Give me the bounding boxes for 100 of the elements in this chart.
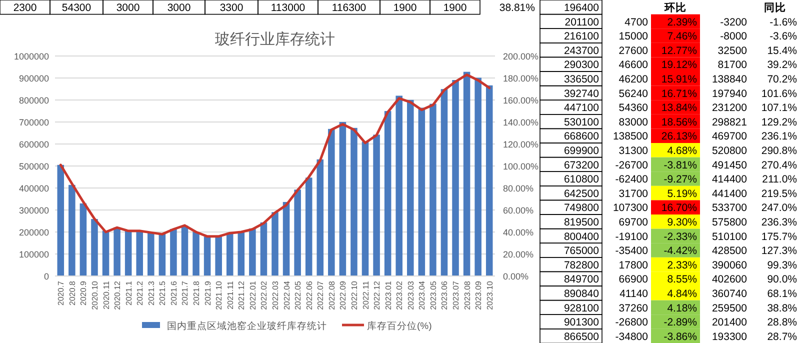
text: 219.5% bbox=[761, 188, 797, 200]
y-tick-label: 200000 bbox=[18, 228, 49, 238]
bar bbox=[384, 111, 392, 276]
bar bbox=[249, 228, 256, 276]
text: 1900 bbox=[443, 2, 467, 14]
x-tick-label: 2021.9 bbox=[203, 280, 212, 306]
text: 201400 bbox=[712, 316, 748, 329]
text: 3000 bbox=[116, 2, 140, 14]
bar bbox=[114, 227, 120, 276]
text: 138840 bbox=[712, 74, 748, 86]
text: -19100 bbox=[615, 230, 648, 243]
text: -4.42% bbox=[664, 245, 697, 258]
text: 99.3% bbox=[767, 259, 797, 272]
text: 7.46% bbox=[667, 30, 697, 43]
y-tick-label: 1000000 bbox=[14, 52, 49, 62]
x-tick-label: 2021.6 bbox=[169, 280, 178, 306]
x-tick-label: 2021.5 bbox=[158, 280, 168, 306]
x-tick-label: 2023.07 bbox=[452, 280, 461, 310]
text: 4.84% bbox=[667, 288, 697, 300]
x-tick-label: 2022.01 bbox=[248, 280, 258, 310]
text: 46600 bbox=[618, 59, 648, 72]
text: 107.1% bbox=[761, 102, 797, 114]
text: 90.0% bbox=[767, 274, 797, 286]
text: 113000 bbox=[270, 2, 306, 14]
x-tick-label: 2022.12 bbox=[372, 280, 382, 310]
text: 68.1% bbox=[767, 288, 797, 300]
x-tick-label: 2020.10 bbox=[90, 280, 100, 310]
bar bbox=[204, 236, 211, 276]
text: 27600 bbox=[618, 44, 648, 57]
bar bbox=[148, 232, 154, 276]
text: 533700 bbox=[712, 202, 748, 214]
x-tick-label: 2022.02 bbox=[260, 280, 269, 310]
y2-tick-label: 180.00% bbox=[503, 74, 539, 84]
text: 15000 bbox=[618, 30, 648, 43]
text: 66900 bbox=[618, 274, 648, 286]
y2-tick-label: 40.00% bbox=[503, 228, 534, 238]
text: 216100 bbox=[564, 30, 600, 43]
text: -3200 bbox=[720, 16, 748, 28]
text: 749800 bbox=[564, 202, 600, 214]
y-tick-label: 700000 bbox=[18, 118, 49, 128]
y2-tick-label: 120.00% bbox=[503, 140, 539, 150]
bar bbox=[181, 226, 188, 276]
text: 127.3% bbox=[761, 245, 797, 258]
text: 4700 bbox=[624, 16, 648, 28]
text: 83000 bbox=[618, 116, 648, 128]
text: 642500 bbox=[564, 188, 600, 200]
text: -2.33% bbox=[664, 230, 697, 243]
x-tick-label: 2023.02 bbox=[395, 280, 404, 310]
y2-tick-label: 0.00% bbox=[503, 272, 529, 282]
text: 28.7% bbox=[767, 330, 797, 343]
y-tick-label: 900000 bbox=[18, 74, 49, 84]
y2-tick-label: 140.00% bbox=[503, 118, 539, 128]
x-tick-label: 2022.03 bbox=[271, 280, 280, 310]
bar bbox=[328, 128, 335, 276]
bar bbox=[418, 108, 426, 276]
text: 197940 bbox=[712, 88, 748, 100]
text: 3300 bbox=[220, 2, 244, 14]
text: 849700 bbox=[564, 274, 600, 286]
text: 129.2% bbox=[761, 116, 797, 128]
bar bbox=[91, 219, 98, 276]
text: 392740 bbox=[564, 88, 600, 100]
text: 928100 bbox=[564, 302, 600, 314]
text: 290300 bbox=[564, 59, 600, 72]
y2-tick-label: 80.00% bbox=[503, 184, 534, 194]
text: 13.84% bbox=[661, 102, 697, 114]
x-tick-label: 2023.05 bbox=[428, 280, 438, 310]
bar bbox=[305, 178, 312, 276]
bar bbox=[215, 236, 222, 276]
x-tick-label: 2021.3 bbox=[146, 280, 156, 306]
x-tick-label: 2020.11 bbox=[102, 280, 111, 310]
text: 2.33% bbox=[667, 259, 697, 272]
text: 28.8% bbox=[767, 316, 797, 329]
bar bbox=[452, 80, 459, 276]
y-tick-label: 0 bbox=[44, 272, 49, 282]
x-tick-label: 2022.11 bbox=[361, 280, 370, 310]
text: 510100 bbox=[712, 230, 748, 243]
bar bbox=[282, 202, 290, 276]
text: -3.86% bbox=[664, 330, 697, 343]
x-tick-label: 2023.01 bbox=[384, 280, 393, 310]
text: 520800 bbox=[712, 145, 748, 157]
text: 447100 bbox=[564, 102, 600, 114]
y2-tick-label: 20.00% bbox=[503, 250, 534, 260]
bar bbox=[407, 100, 414, 276]
text: 38.8% bbox=[767, 302, 797, 314]
text: 236.3% bbox=[761, 216, 797, 228]
bar bbox=[294, 190, 301, 276]
text: 1900 bbox=[393, 2, 417, 14]
text: 54360 bbox=[618, 102, 648, 114]
bar bbox=[260, 222, 268, 276]
text: 193300 bbox=[712, 330, 748, 343]
bar bbox=[102, 230, 110, 276]
x-tick-label: 2021.12 bbox=[237, 280, 246, 310]
text: 26.13% bbox=[661, 130, 697, 143]
text: 15.91% bbox=[661, 74, 697, 86]
text: 236.1% bbox=[761, 130, 797, 143]
text: 81700 bbox=[718, 59, 748, 72]
text: 3000 bbox=[167, 2, 191, 14]
x-tick-label: 2021.7 bbox=[180, 280, 190, 306]
text: 800400 bbox=[564, 230, 600, 243]
text: 107300 bbox=[612, 202, 648, 214]
